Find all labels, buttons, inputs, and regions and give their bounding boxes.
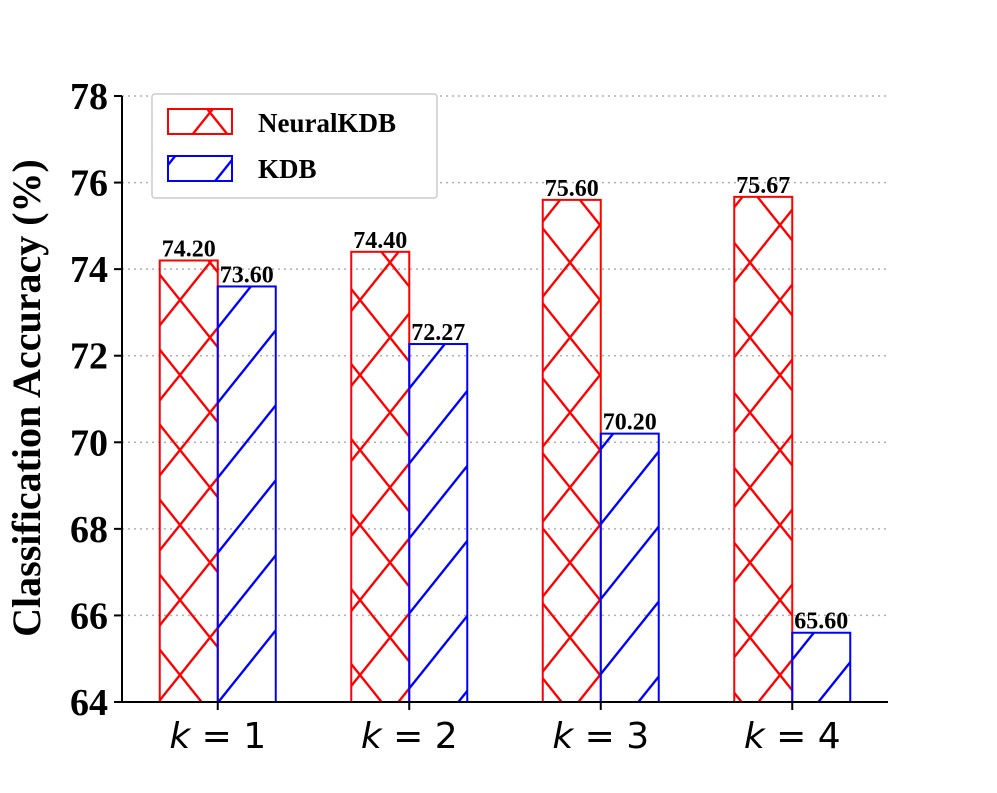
data-label: 72.27	[411, 320, 465, 346]
legend: NeuralKDB KDB	[151, 93, 438, 199]
y-tick-label: 66	[70, 595, 108, 637]
bars	[158, 195, 852, 703]
y-tick-label: 64	[70, 682, 108, 724]
y-tick-label: 72	[70, 336, 108, 378]
x-tick-label: k = 4	[744, 716, 841, 757]
bar-kdb-2	[408, 343, 469, 703]
data-label: 70.20	[603, 410, 657, 436]
legend-swatch-kdb	[167, 155, 233, 182]
y-tick-label: 70	[70, 422, 108, 464]
y-tick-label: 78	[70, 76, 108, 118]
data-label: 75.60	[545, 176, 599, 202]
data-label: 75.67	[736, 173, 790, 199]
legend-label-neuralkdb: NeuralKDB	[258, 108, 396, 138]
bar-neuralkdb-3	[541, 198, 602, 703]
bar-kdb-1	[216, 285, 277, 703]
y-tick-label: 76	[70, 163, 108, 205]
x-tick-label: k = 1	[169, 716, 266, 757]
bar-kdb-4	[791, 631, 852, 703]
data-label: 74.40	[353, 228, 407, 254]
x-tick-label: k = 3	[552, 716, 649, 757]
bar-neuralkdb-1	[158, 259, 219, 703]
data-label: 65.60	[794, 609, 848, 635]
axes: 64 66 68 70 72 74 76 78 k = 1 k = 2 k = 3 k = 4	[70, 76, 888, 757]
bar-neuralkdb-4	[733, 195, 794, 703]
legend-label-kdb: KDB	[258, 154, 317, 184]
data-label: 74.20	[162, 236, 216, 262]
x-tick-label: k = 2	[361, 716, 458, 757]
y-tick-label: 74	[70, 249, 108, 291]
bar-kdb-3	[599, 432, 660, 703]
y-tick-label: 68	[70, 509, 108, 551]
y-axis-label: Classification Accuracy (%)	[4, 159, 49, 637]
legend-swatch-neuralkdb	[167, 108, 233, 135]
data-label: 73.60	[220, 262, 274, 288]
bar-neuralkdb-2	[350, 250, 411, 703]
